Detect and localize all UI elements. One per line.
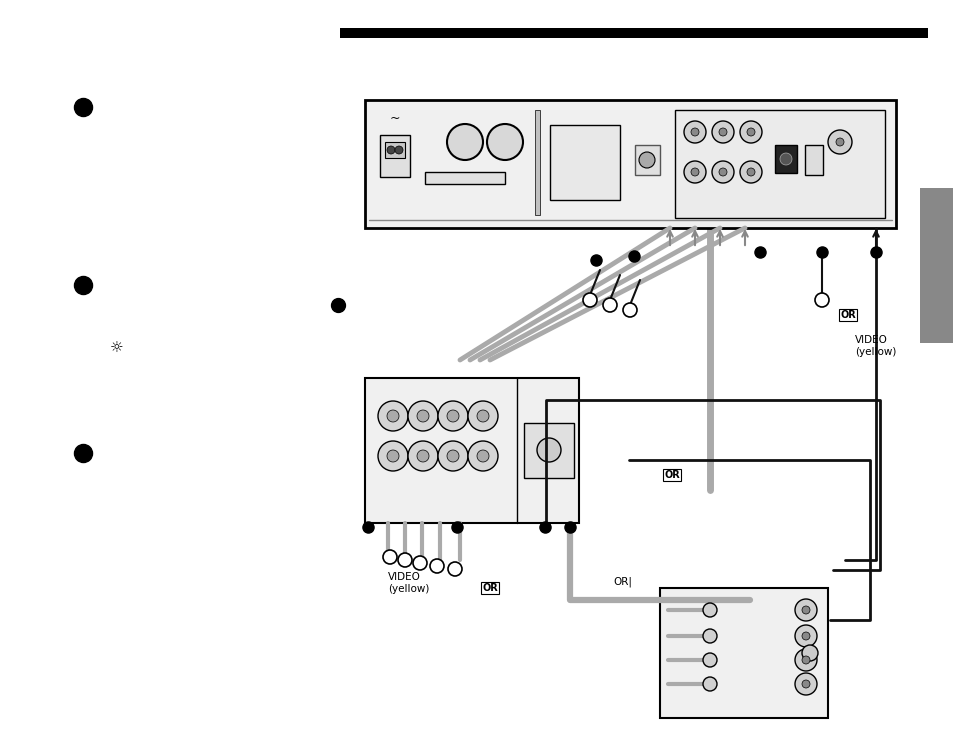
Circle shape <box>740 161 761 183</box>
Circle shape <box>794 599 816 621</box>
Circle shape <box>387 450 398 462</box>
Circle shape <box>801 632 809 640</box>
Circle shape <box>447 410 458 422</box>
Circle shape <box>408 441 437 471</box>
Circle shape <box>447 124 482 160</box>
Bar <box>424 172 504 184</box>
Circle shape <box>416 450 429 462</box>
Circle shape <box>711 161 733 183</box>
Circle shape <box>801 656 809 664</box>
Circle shape <box>801 606 809 614</box>
Circle shape <box>377 401 408 431</box>
Bar <box>385 142 405 158</box>
Bar <box>774 145 796 173</box>
Text: ☼: ☼ <box>111 341 124 355</box>
Circle shape <box>711 121 733 143</box>
Bar <box>659 588 827 718</box>
Bar <box>550 125 619 200</box>
Circle shape <box>702 629 717 643</box>
Circle shape <box>683 121 705 143</box>
Text: OR: OR <box>840 310 855 320</box>
Text: VIDEO
(yellow): VIDEO (yellow) <box>854 335 896 357</box>
Circle shape <box>719 128 726 136</box>
Circle shape <box>468 441 497 471</box>
Circle shape <box>794 649 816 671</box>
Circle shape <box>740 121 761 143</box>
Bar <box>379 135 410 177</box>
Circle shape <box>622 303 637 317</box>
Circle shape <box>683 161 705 183</box>
Bar <box>365 378 578 523</box>
Text: OR|: OR| <box>613 577 631 587</box>
Circle shape <box>719 168 726 176</box>
Circle shape <box>537 438 560 462</box>
Bar <box>535 110 539 215</box>
Circle shape <box>413 556 427 570</box>
Bar <box>919 188 953 343</box>
Circle shape <box>746 128 754 136</box>
Circle shape <box>794 673 816 695</box>
Circle shape <box>437 401 468 431</box>
Circle shape <box>582 293 597 307</box>
Circle shape <box>387 146 395 154</box>
Circle shape <box>602 298 617 312</box>
Circle shape <box>476 450 489 462</box>
Text: OR: OR <box>663 470 679 480</box>
Circle shape <box>447 450 458 462</box>
Circle shape <box>690 168 699 176</box>
Circle shape <box>814 293 828 307</box>
Bar <box>339 28 927 38</box>
Circle shape <box>408 401 437 431</box>
Circle shape <box>430 559 443 573</box>
Circle shape <box>382 550 396 564</box>
Circle shape <box>702 677 717 691</box>
Circle shape <box>395 146 402 154</box>
Circle shape <box>690 128 699 136</box>
Circle shape <box>746 168 754 176</box>
Text: VIDEO
(yellow): VIDEO (yellow) <box>388 572 429 594</box>
Circle shape <box>639 152 655 168</box>
Text: ~: ~ <box>390 111 400 125</box>
Text: OR: OR <box>481 583 497 593</box>
Circle shape <box>794 625 816 647</box>
Circle shape <box>827 130 851 154</box>
Circle shape <box>801 645 817 661</box>
Bar <box>365 100 895 228</box>
Circle shape <box>702 653 717 667</box>
Bar <box>675 110 884 218</box>
Circle shape <box>486 124 522 160</box>
Circle shape <box>702 603 717 617</box>
Circle shape <box>377 441 408 471</box>
Circle shape <box>835 138 843 146</box>
Circle shape <box>448 562 461 576</box>
Circle shape <box>780 153 791 165</box>
Circle shape <box>801 680 809 688</box>
Bar <box>523 423 574 478</box>
Circle shape <box>468 401 497 431</box>
Bar <box>635 145 659 175</box>
Circle shape <box>387 410 398 422</box>
Circle shape <box>437 441 468 471</box>
Circle shape <box>397 553 412 567</box>
Circle shape <box>476 410 489 422</box>
Bar <box>804 145 822 175</box>
Circle shape <box>416 410 429 422</box>
